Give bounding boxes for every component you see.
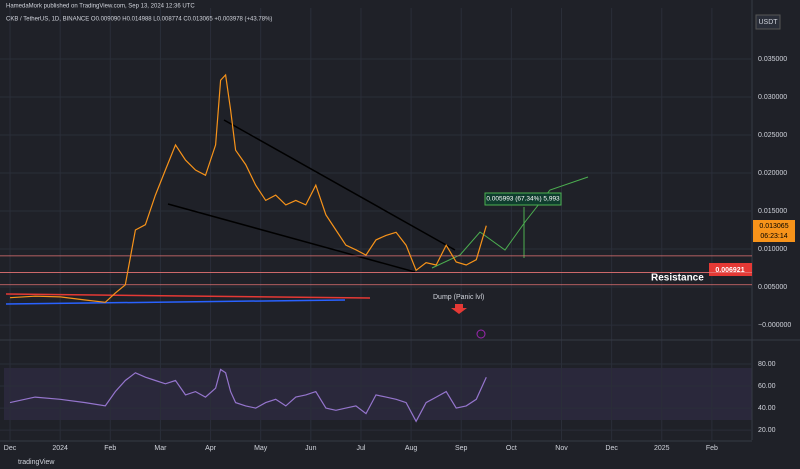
y-tick-label: 40.00 bbox=[758, 405, 776, 412]
brand: tradingView bbox=[18, 459, 55, 466]
x-tick-label: Oct bbox=[506, 445, 517, 452]
x-tick-label: 2025 bbox=[654, 445, 670, 452]
x-tick-label: Nov bbox=[555, 445, 568, 452]
trendline bbox=[167, 203, 416, 273]
currency[interactable]: USDT bbox=[758, 19, 778, 26]
x-tick-label: Feb bbox=[104, 445, 116, 452]
projection bbox=[431, 176, 589, 269]
symbol-info: CKB / TetherUS, 1D, BINANCE O0.009090 H0… bbox=[6, 17, 272, 23]
y-tick-label: 60.00 bbox=[758, 383, 776, 390]
price-line bbox=[9, 368, 487, 423]
y-tick-label: 0.015000 bbox=[758, 208, 787, 215]
last-price: 0.013065 bbox=[759, 223, 788, 230]
price-line bbox=[9, 73, 487, 303]
x-tick-label: Feb bbox=[706, 445, 718, 452]
trendline bbox=[223, 119, 456, 251]
y-tick-label: 20.00 bbox=[758, 427, 776, 434]
x-tick-label: Sep bbox=[455, 445, 468, 452]
x-tick-label: Mar bbox=[154, 445, 167, 452]
x-tick-label: Jul bbox=[356, 445, 365, 452]
event-icon[interactable] bbox=[476, 329, 486, 339]
x-tick-label: May bbox=[254, 445, 268, 452]
x-tick-label: Dec bbox=[4, 445, 17, 452]
y-tick-label: 0.010000 bbox=[758, 246, 787, 253]
dump-label: Dump (Panic lvl) bbox=[433, 294, 484, 301]
x-tick-label: 2024 bbox=[52, 445, 68, 452]
measure-label: 0.005993 (67.34%) 5,993 bbox=[486, 196, 560, 203]
resistance-label: Resistance bbox=[651, 273, 704, 284]
y-tick-label: 0.030000 bbox=[758, 94, 787, 101]
y-tick-label: 0.025000 bbox=[758, 132, 787, 139]
publisher: HamedaMork published on TradingView.com,… bbox=[6, 4, 195, 10]
trendline bbox=[5, 293, 371, 299]
y-tick-label: 80.00 bbox=[758, 361, 776, 368]
last-price-box bbox=[753, 220, 795, 242]
resistance-price: 0.006921 bbox=[715, 267, 744, 274]
currency-box[interactable] bbox=[755, 14, 781, 30]
x-tick-label: Aug bbox=[405, 445, 418, 452]
y-tick-label: 0.035000 bbox=[758, 56, 787, 63]
x-tick-label: Jun bbox=[305, 445, 316, 452]
countdown: 06:23:14 bbox=[760, 233, 787, 240]
y-tick-label: −0.000000 bbox=[758, 322, 791, 329]
x-tick-label: Dec bbox=[605, 445, 618, 452]
arrow-down bbox=[451, 304, 467, 314]
y-tick-label: 0.005000 bbox=[758, 284, 787, 291]
measure-box bbox=[484, 192, 562, 206]
x-tick-label: Apr bbox=[205, 445, 217, 452]
trendline bbox=[5, 299, 346, 305]
rsi-band bbox=[4, 368, 752, 420]
y-tick-label: 0.020000 bbox=[758, 170, 787, 177]
